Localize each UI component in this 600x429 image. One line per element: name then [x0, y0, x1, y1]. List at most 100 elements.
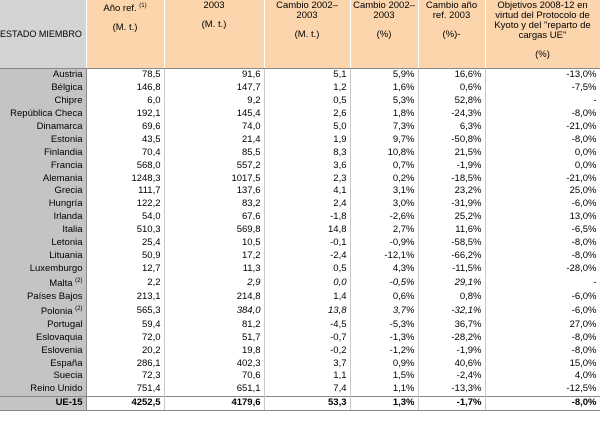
- member-state: Estonia: [50, 133, 83, 145]
- row-label: Irlanda: [0, 210, 87, 224]
- value-cell: 7,3%: [350, 120, 419, 134]
- table-row: Eslovaquia 72,0 51,7 -0,7 -1,3% -28,2% -8,0%: [0, 331, 600, 345]
- value-cell: 12,7: [86, 262, 165, 276]
- value-cell: 25,0%: [485, 185, 600, 198]
- value-cell: -0,5%: [350, 275, 419, 291]
- value-cell: 91,6: [164, 68, 265, 82]
- member-state: España: [50, 357, 83, 369]
- value-cell: -24,3%: [418, 107, 486, 121]
- header-unit: (%): [376, 29, 392, 40]
- value-cell: 1,3%: [350, 395, 419, 411]
- header-row: ESTADO MIEMBRO Año ref. (1) (M. t.) 2003 (M.…: [0, 0, 600, 69]
- value-cell: -: [485, 94, 600, 108]
- value-cell: 0,2%: [350, 172, 419, 186]
- value-cell: 1,9: [264, 133, 351, 147]
- value-cell: 2,2: [86, 275, 165, 291]
- value-cell: 286,1: [86, 357, 165, 371]
- table-row: Países Bajos 213,1 214,8 1,4 0,6% 0,8% -6,0%: [0, 290, 600, 304]
- member-state: Portugal: [47, 318, 83, 330]
- header-cell: Cambio año ref. 2003 (%)-: [418, 0, 486, 69]
- member-state: UE-15: [55, 397, 83, 409]
- member-state: Letonia: [51, 237, 83, 249]
- value-cell: 111,7: [86, 185, 165, 198]
- table-row: Lituania 50,9 17,2 -2,4 -12,1% -66,2% -8,0%: [0, 249, 600, 263]
- member-state: Chipre: [54, 95, 83, 107]
- value-cell: 69,6: [86, 120, 165, 134]
- member-state: Eslovenia: [41, 344, 83, 356]
- member-state: Alemania: [42, 172, 83, 184]
- value-cell: 2,9: [164, 275, 265, 291]
- value-cell: -2,6%: [350, 210, 419, 224]
- header-cell: Cambio 2002–2003 (M. t.): [264, 0, 351, 69]
- row-label: Finlandia: [0, 146, 87, 160]
- value-cell: 147,7: [164, 81, 265, 95]
- table-row: Hungría 122,2 83,2 2,4 3,0% -31,9% -6,0%: [0, 197, 600, 211]
- value-cell: 2,6: [264, 107, 351, 121]
- value-cell: 13,0%: [485, 210, 600, 224]
- value-cell: 19,8: [164, 344, 265, 358]
- member-state: Países Bajos: [27, 290, 83, 302]
- value-cell: 6,0: [86, 94, 165, 108]
- value-cell: 1,6%: [350, 81, 419, 95]
- member-state: República Checa: [10, 108, 83, 120]
- value-cell: 81,2: [164, 318, 265, 332]
- value-cell: -0,7: [264, 331, 351, 345]
- value-cell: 651,1: [164, 382, 265, 397]
- value-cell: 85,5: [164, 146, 265, 160]
- value-cell: 565,3: [86, 303, 165, 319]
- data-table: ESTADO MIEMBRO Año ref. (1) (M. t.) 2003 (M.…: [0, 0, 600, 411]
- value-cell: 4179,6: [164, 395, 265, 411]
- value-cell: 23,2%: [418, 185, 486, 198]
- value-cell: 4252,5: [86, 395, 165, 411]
- header-cell: ESTADO MIEMBRO: [0, 0, 87, 69]
- value-cell: 9,7%: [350, 133, 419, 147]
- table-body: Austria 78,5 91,6 5,1 5,9% 16,6% -13,0% Bélgica…: [0, 68, 600, 411]
- value-cell: 43,5: [86, 133, 165, 147]
- value-cell: -4,5: [264, 318, 351, 332]
- value-cell: 4,0%: [485, 370, 600, 383]
- value-cell: 70,6: [164, 370, 265, 383]
- row-label: España: [0, 357, 87, 371]
- table-row: Austria 78,5 91,6 5,1 5,9% 16,6% -13,0%: [0, 68, 600, 82]
- value-cell: 14,8: [264, 223, 351, 237]
- value-cell: -12,5%: [485, 382, 600, 397]
- value-cell: -0,1: [264, 236, 351, 250]
- table-row: Finlandia 70,4 85,5 8,3 10,8% 21,5% 0,0%: [0, 146, 600, 160]
- row-label: Países Bajos: [0, 290, 87, 304]
- value-cell: 2,3: [264, 172, 351, 186]
- value-cell: 83,2: [164, 197, 265, 211]
- row-label: Dinamarca: [0, 120, 87, 134]
- value-cell: -18,5%: [418, 172, 486, 186]
- value-cell: 70,4: [86, 146, 165, 160]
- table-row: Luxemburgo 12,7 11,3 0,5 4,3% -11,5% -28,0%: [0, 262, 600, 276]
- value-cell: 384,0: [164, 303, 265, 319]
- value-cell: 10,5: [164, 236, 265, 250]
- value-cell: 50,9: [86, 249, 165, 263]
- value-cell: 25,2%: [418, 210, 486, 224]
- value-cell: -6,0%: [485, 290, 600, 304]
- value-cell: -66,2%: [418, 249, 486, 263]
- value-cell: -28,2%: [418, 331, 486, 345]
- member-state: Grecia: [54, 185, 83, 197]
- value-cell: -58,5%: [418, 236, 486, 250]
- header-cell: Año ref. (1) (M. t.): [86, 0, 165, 69]
- value-cell: -13,0%: [485, 68, 600, 82]
- value-cell: 1,8%: [350, 107, 419, 121]
- value-cell: 3,6: [264, 159, 351, 173]
- row-label: Hungría: [0, 197, 87, 211]
- table-row: Bélgica 146,8 147,7 1,2 1,6% 0,6% -7,5%: [0, 81, 600, 95]
- value-cell: 51,7: [164, 331, 265, 345]
- member-state: Malta: [49, 278, 73, 290]
- header-cell: Cambio 2002–2003 (%): [350, 0, 419, 69]
- footnote-ref: (1): [139, 3, 147, 9]
- member-state: Francia: [50, 159, 83, 171]
- value-cell: 0,0%: [485, 146, 600, 160]
- value-cell: 40,6%: [418, 357, 486, 371]
- header-unit: (M. t.): [201, 19, 227, 30]
- value-cell: 54,0: [86, 210, 165, 224]
- member-state: Bélgica: [51, 82, 83, 94]
- table-row: UE-15 4252,5 4179,6 53,3 1,3% -1,7% -8,0%: [0, 395, 600, 411]
- value-cell: 568,0: [86, 159, 165, 173]
- value-cell: 5,0: [264, 120, 351, 134]
- value-cell: 0,6%: [418, 81, 486, 95]
